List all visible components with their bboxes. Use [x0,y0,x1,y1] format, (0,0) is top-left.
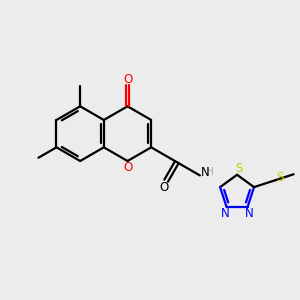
Text: O: O [124,73,133,86]
Text: O: O [123,161,132,174]
Text: N: N [245,207,254,220]
Text: N: N [221,207,230,220]
Text: N: N [201,166,209,179]
Text: H: H [206,167,214,177]
Text: S: S [277,171,284,184]
Text: S: S [235,162,242,175]
Text: O: O [159,181,168,194]
